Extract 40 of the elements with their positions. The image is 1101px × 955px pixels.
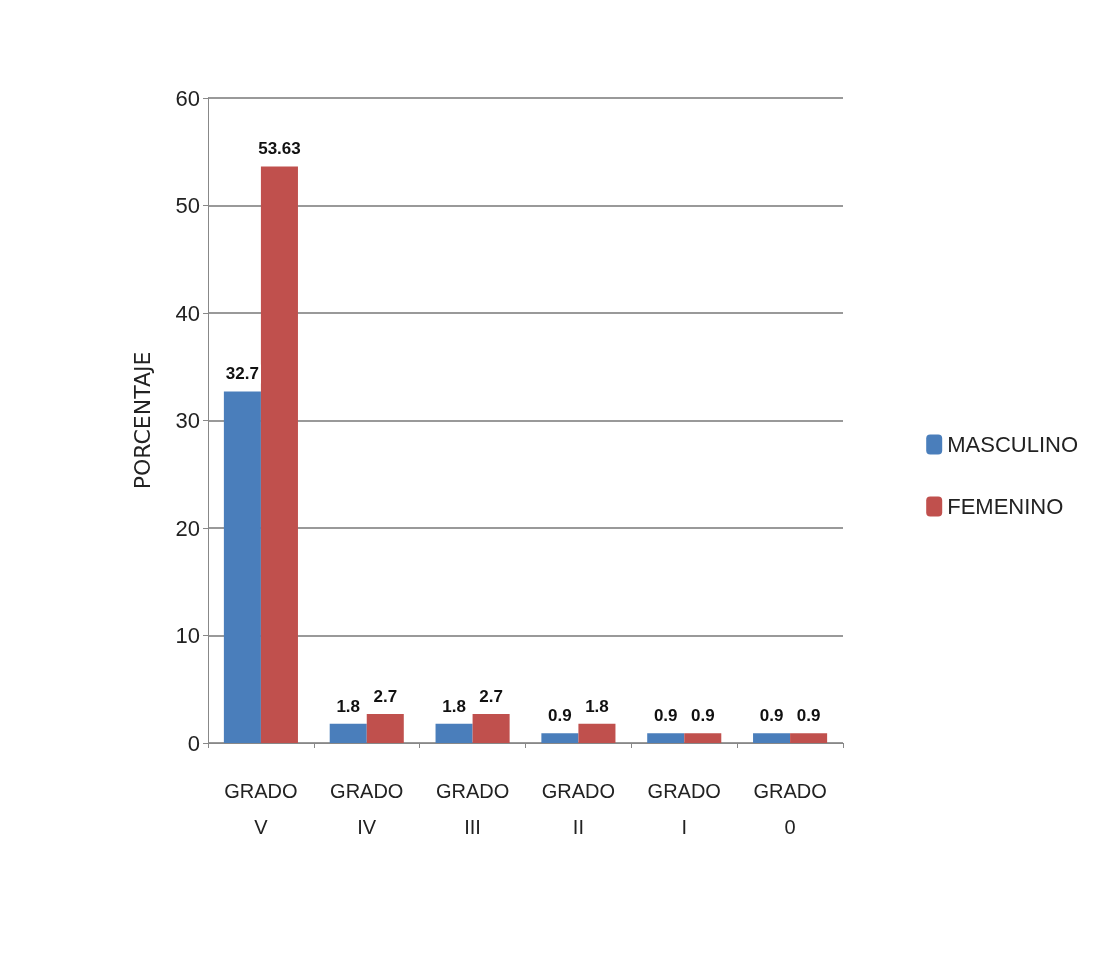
data-label: 2.7: [479, 686, 503, 706]
bar: [647, 733, 685, 743]
bar: [578, 723, 616, 743]
y-tick-label: 40: [175, 300, 200, 326]
y-tick-label: 0: [187, 730, 200, 756]
y-axis-title: PORCENTAJE: [129, 351, 155, 490]
y-tick-label: 60: [175, 85, 200, 111]
x-tick-label: GRADO II: [541, 780, 616, 838]
bar: [684, 733, 722, 743]
y-tick-label: 10: [175, 623, 200, 648]
x-tick-label: GRADO 0: [753, 780, 827, 838]
y-tick-label: 50: [175, 193, 200, 218]
x-tick-label: GRADO IV: [330, 780, 404, 838]
bar: [472, 713, 510, 743]
bar: [223, 391, 261, 743]
bar: [435, 723, 473, 743]
data-label: 2.7: [373, 686, 398, 706]
x-tick-label: GRADO I: [647, 780, 721, 838]
data-label: 1.8: [442, 696, 466, 716]
data-label: 53.63: [258, 139, 301, 159]
bar: [329, 723, 367, 743]
y-tick-label: 30: [175, 408, 200, 433]
data-label: 0.9: [690, 706, 715, 726]
bar: [541, 733, 579, 743]
legend-label: FEMENINO: [947, 494, 1064, 519]
data-label: 0.9: [653, 706, 678, 726]
bar: [790, 733, 828, 743]
data-label: 0.9: [548, 706, 572, 726]
data-label: 0.9: [759, 706, 784, 726]
bar: [753, 733, 791, 743]
x-tick-label: GRADO V: [224, 780, 298, 838]
y-tick-label: 20: [175, 515, 200, 541]
data-label: 1.8: [336, 696, 361, 716]
data-label: 0.9: [796, 706, 821, 726]
bar: [366, 713, 404, 743]
x-tick-label: GRADO III: [435, 780, 510, 838]
legend-label: MASCULINO: [947, 432, 1078, 457]
data-label: 32.7: [225, 364, 259, 384]
bar: [260, 166, 298, 743]
data-label: 1.8: [585, 696, 609, 716]
